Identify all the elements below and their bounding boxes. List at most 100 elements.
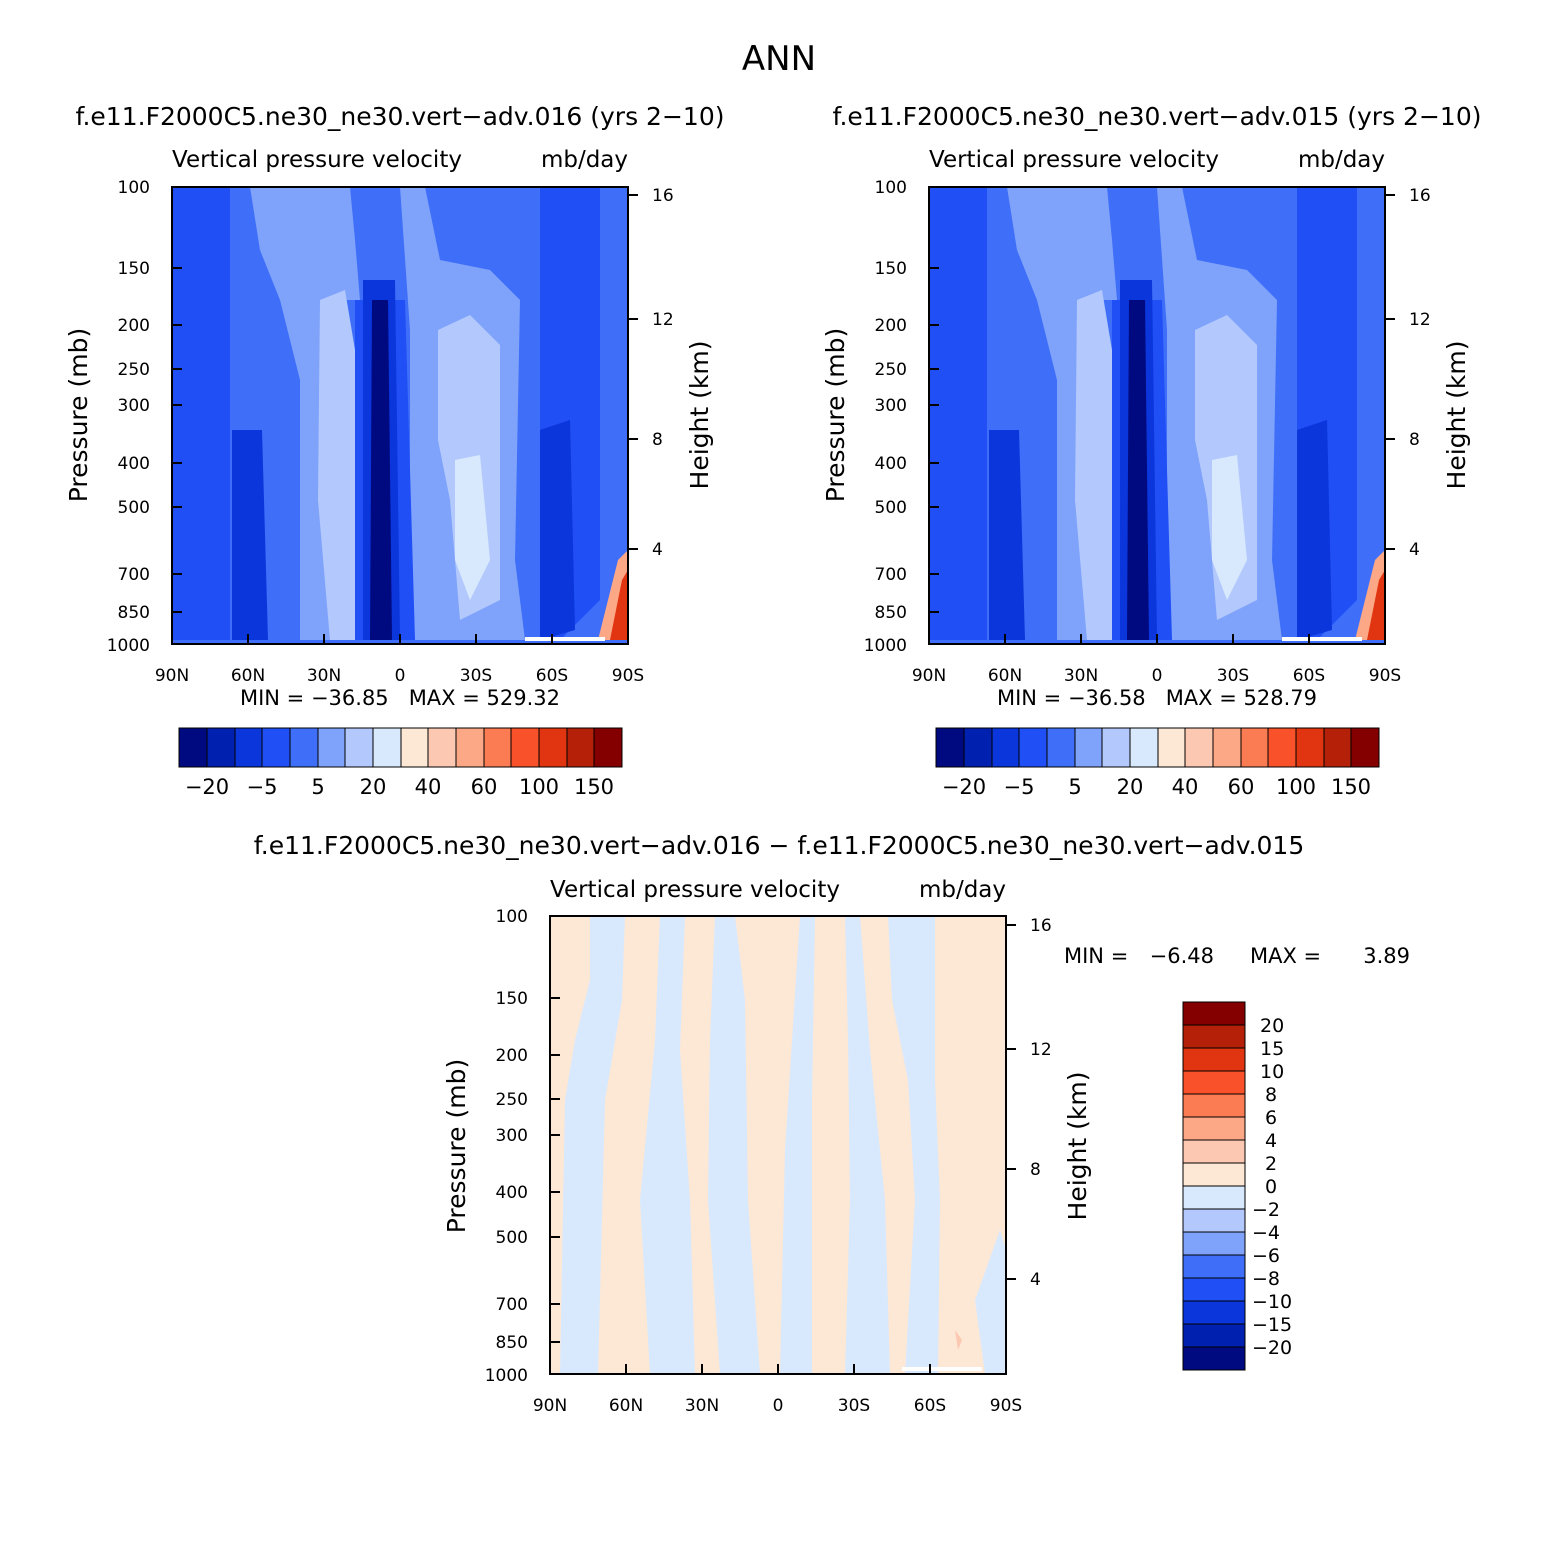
field-band-stronger [989, 430, 1025, 640]
colorbar-swatch [1182, 1093, 1246, 1118]
y-tick-label: 300 [875, 396, 907, 416]
colorbar [1182, 1001, 1246, 1371]
y-tick-label: 1000 [864, 636, 907, 656]
x-tick-label: 30S [838, 1396, 870, 1416]
field-surface-mask [525, 637, 605, 641]
colorbar-label: 150 [574, 775, 614, 799]
y-tick-label: 200 [496, 1046, 528, 1066]
colorbar-swatch [1182, 1254, 1246, 1279]
colorbar-swatch [1018, 727, 1048, 768]
panel-subtitle-left: Vertical pressure velocity [550, 877, 840, 903]
colorbar-swatch [1184, 727, 1214, 768]
y-tick-label: 250 [496, 1090, 528, 1110]
x-tick-label: 0 [773, 1396, 784, 1416]
y-tick-label: 200 [875, 316, 907, 336]
x-tick-label: 30N [1064, 666, 1098, 686]
panel-title: f.e11.F2000C5.ne30_ne30.vert−adv.016 − f… [254, 831, 1304, 860]
x-tick-label: 60S [536, 666, 568, 686]
stats-min-label: MIN = [1064, 944, 1128, 968]
colorbar-label: 20 [360, 775, 387, 799]
x-tick-label: 0 [395, 666, 406, 686]
colorbar-swatch [289, 727, 319, 768]
y-tick-labels: 100 150 200 250 300 400 500 700 850 1000 [107, 178, 150, 656]
field-band-negative [640, 916, 695, 1374]
colorbar-swatch [1129, 727, 1159, 768]
x-tick-label: 90S [1369, 666, 1401, 686]
panel-subtitle-right: mb/day [541, 147, 628, 173]
panel-subtitle-right: mb/day [919, 877, 1006, 903]
colorbar-swatch [1182, 1346, 1246, 1371]
colorbar-swatch [538, 727, 568, 768]
x-tick-label: 60N [609, 1396, 643, 1416]
colorbar-label: −15 [1252, 1314, 1292, 1336]
colorbar-label: 100 [519, 775, 559, 799]
y-tick-label: 150 [118, 259, 150, 279]
x-tick-label: 90N [912, 666, 946, 686]
y-tick-label: 250 [875, 360, 907, 380]
x-ticks [171, 634, 629, 644]
field-plot [550, 916, 1006, 1374]
colorbar-label: 6 [1265, 1107, 1277, 1129]
y-tick-label: 150 [875, 259, 907, 279]
colorbar-label: 10 [1260, 1061, 1284, 1083]
y-tick-label: 500 [118, 498, 150, 518]
x-tick-labels: 90N 60N 30N 0 30S 60S 90S [155, 666, 644, 686]
colorbar-labels: −20 −5 5 20 40 60 100 150 [185, 775, 614, 799]
colorbar-label: 0 [1265, 1176, 1277, 1198]
y-tick-labels: 100 150 200 250 300 400 500 700 850 1000 [485, 907, 528, 1386]
colorbar-label: −5 [247, 775, 278, 799]
y2-tick-label: 16 [1030, 916, 1052, 936]
panel-difference: f.e11.F2000C5.ne30_ne30.vert−adv.016 − f… [254, 831, 1410, 1416]
colorbar-label: 20 [1260, 1015, 1284, 1037]
colorbar-label: −20 [942, 775, 986, 799]
y-tick-label: 700 [496, 1295, 528, 1315]
colorbar-swatch [935, 727, 965, 768]
field-band-negative [845, 916, 890, 1374]
field-band-negative [975, 1230, 1006, 1374]
colorbar-swatch [317, 727, 346, 768]
panel-subtitle-left: Vertical pressure velocity [929, 147, 1219, 173]
y2-ticks [1385, 194, 1395, 550]
colorbar-label: −2 [1252, 1199, 1280, 1221]
colorbar-label: −6 [1252, 1245, 1280, 1267]
y2-tick-label: 16 [1409, 186, 1431, 206]
colorbar-swatch [1267, 727, 1297, 768]
colorbar-swatch [234, 727, 263, 768]
x-tick-labels: 90N 60N 30N 0 30S 60S 90S [912, 666, 1401, 686]
colorbar-swatch [427, 727, 457, 768]
y-axis-label: Pressure (mb) [64, 328, 93, 502]
colorbar-label: −8 [1252, 1268, 1280, 1290]
field-surface-mask [902, 1367, 982, 1371]
y2-tick-labels: 16 12 8 4 [1030, 916, 1052, 1290]
stats-text: MIN = −36.85 MAX = 529.32 [240, 686, 560, 710]
y-tick-label: 100 [875, 178, 907, 198]
y2-tick-label: 4 [1030, 1270, 1041, 1290]
y-tick-label: 1000 [485, 1366, 528, 1386]
colorbar-label: 150 [1331, 775, 1371, 799]
stats: MIN = −6.48 MAX = 3.89 [1064, 944, 1410, 968]
y2-axis-label: Height (km) [685, 341, 714, 490]
y-tick-label: 700 [118, 565, 150, 585]
colorbar-swatch [400, 727, 429, 768]
page-title: ANN [742, 39, 816, 79]
colorbar-swatch [1101, 727, 1131, 768]
colorbar-label: 15 [1260, 1038, 1284, 1060]
colorbar-swatch [1350, 727, 1380, 768]
colorbar-labels: −20 −5 5 20 40 60 100 150 [942, 775, 1371, 799]
y-tick-label: 850 [118, 603, 150, 623]
y2-axis-label: Height (km) [1442, 341, 1471, 490]
x-tick-label: 60S [1293, 666, 1325, 686]
panel-model-016: f.e11.F2000C5.ne30_ne30.vert−adv.016 (yr… [64, 102, 724, 799]
x-tick-label: 60S [914, 1396, 946, 1416]
colorbar [178, 727, 623, 768]
stats-max-value: 3.89 [1363, 944, 1410, 968]
field-plot [929, 187, 1385, 644]
colorbar-swatch [344, 727, 374, 768]
field-band-weak [250, 187, 360, 640]
colorbar-swatch [1295, 727, 1325, 768]
colorbar-swatch [1182, 1231, 1246, 1256]
field-band-strongest [370, 300, 392, 640]
field-band-weak [1007, 187, 1117, 640]
y-tick-label: 200 [118, 316, 150, 336]
